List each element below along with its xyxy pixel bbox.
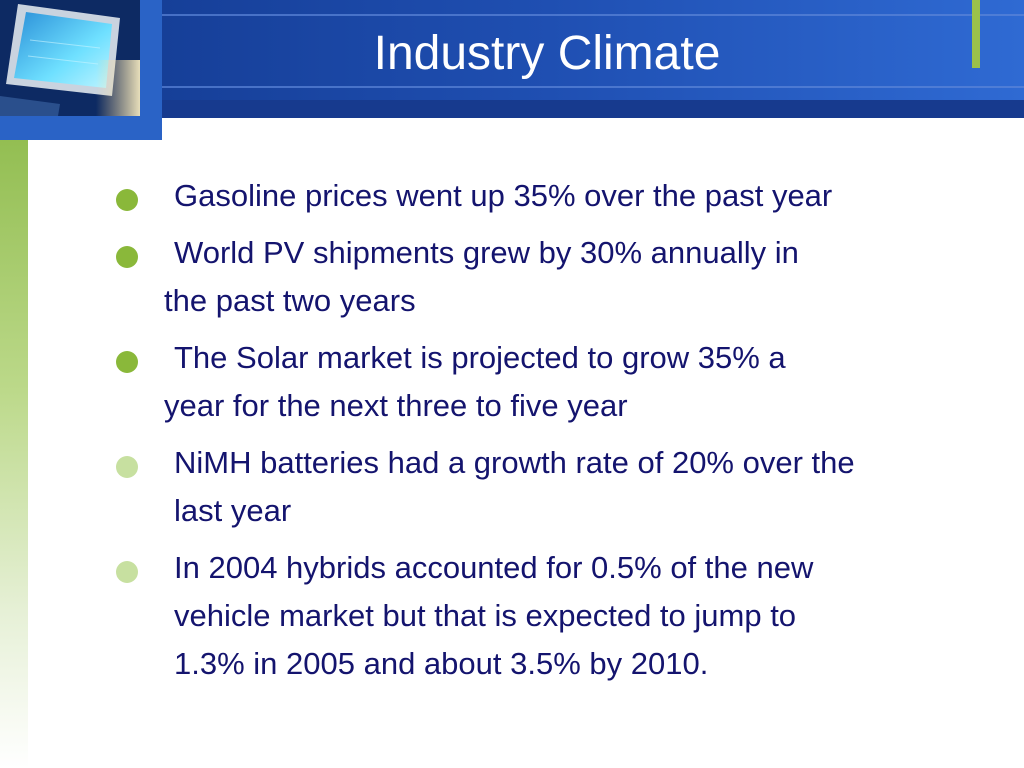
circle-bullet-icon [116, 246, 138, 268]
bullet-item: World PV shipments grew by 30% annually … [110, 229, 1010, 325]
bullet-text-line: NiMH batteries had a growth rate of 20% … [174, 445, 855, 480]
bullet-text-line: vehicle market but that is expected to j… [174, 598, 797, 633]
bullet-item: Gasoline prices went up 35% over the pas… [110, 172, 1010, 220]
monitor-icon [0, 0, 140, 116]
bullet-list: Gasoline prices went up 35% over the pas… [110, 172, 1010, 697]
bullet-text-line: the past two years [164, 283, 416, 318]
bullet-text-line: In 2004 hybrids accounted for 0.5% of th… [174, 550, 814, 585]
bullet-item: The Solar market is projected to grow 35… [110, 334, 1010, 430]
bullet-text-line: The Solar market is projected to grow 35… [174, 340, 786, 375]
title-panel [162, 0, 1024, 100]
bullet-text: Gasoline prices went up 35% over the pas… [174, 178, 833, 213]
bullet-text-line: year for the next three to five year [164, 388, 628, 423]
circle-bullet-icon [116, 561, 138, 583]
bullet-item: NiMH batteries had a growth rate of 20% … [110, 439, 1010, 535]
slide-title: Industry Climate [373, 27, 721, 80]
monitor-screen-image [0, 0, 140, 116]
green-accent-bar [972, 0, 980, 68]
header-divider-top [162, 14, 1024, 16]
circle-bullet-icon [116, 456, 138, 478]
circle-bullet-icon [116, 351, 138, 373]
bullet-text-line: World PV shipments grew by 30% annually … [174, 235, 799, 270]
circle-bullet-icon [116, 189, 138, 211]
header-dark-strip [162, 100, 1024, 118]
header-divider-bottom [162, 86, 1024, 88]
left-gradient-bar [0, 140, 28, 768]
bullet-text-line: last year [174, 493, 292, 528]
logo-block [0, 0, 162, 140]
bullet-item: In 2004 hybrids accounted for 0.5% of th… [110, 544, 1010, 688]
bullet-text-line: 1.3% in 2005 and about 3.5% by 2010. [174, 646, 709, 681]
